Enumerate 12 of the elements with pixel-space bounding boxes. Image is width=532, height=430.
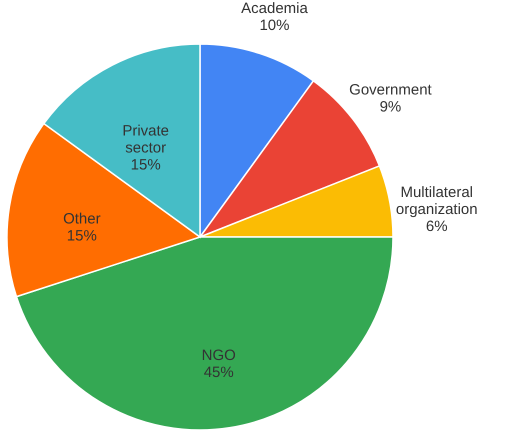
data-label: 9% bbox=[380, 98, 402, 116]
data-label: 15% bbox=[66, 227, 97, 244]
slice-label: Academia bbox=[241, 0, 308, 17]
data-label: 15% bbox=[130, 156, 161, 174]
slice-label: Other bbox=[63, 210, 101, 228]
data-label: 10% bbox=[259, 16, 290, 34]
data-label: 45% bbox=[204, 364, 234, 382]
data-label: 6% bbox=[426, 218, 448, 235]
slice-label: Private sector bbox=[122, 122, 170, 156]
slice-label: Government bbox=[349, 81, 433, 98]
slice-label: Multilateral organization bbox=[396, 184, 478, 218]
slice-label: NGO bbox=[202, 347, 236, 364]
